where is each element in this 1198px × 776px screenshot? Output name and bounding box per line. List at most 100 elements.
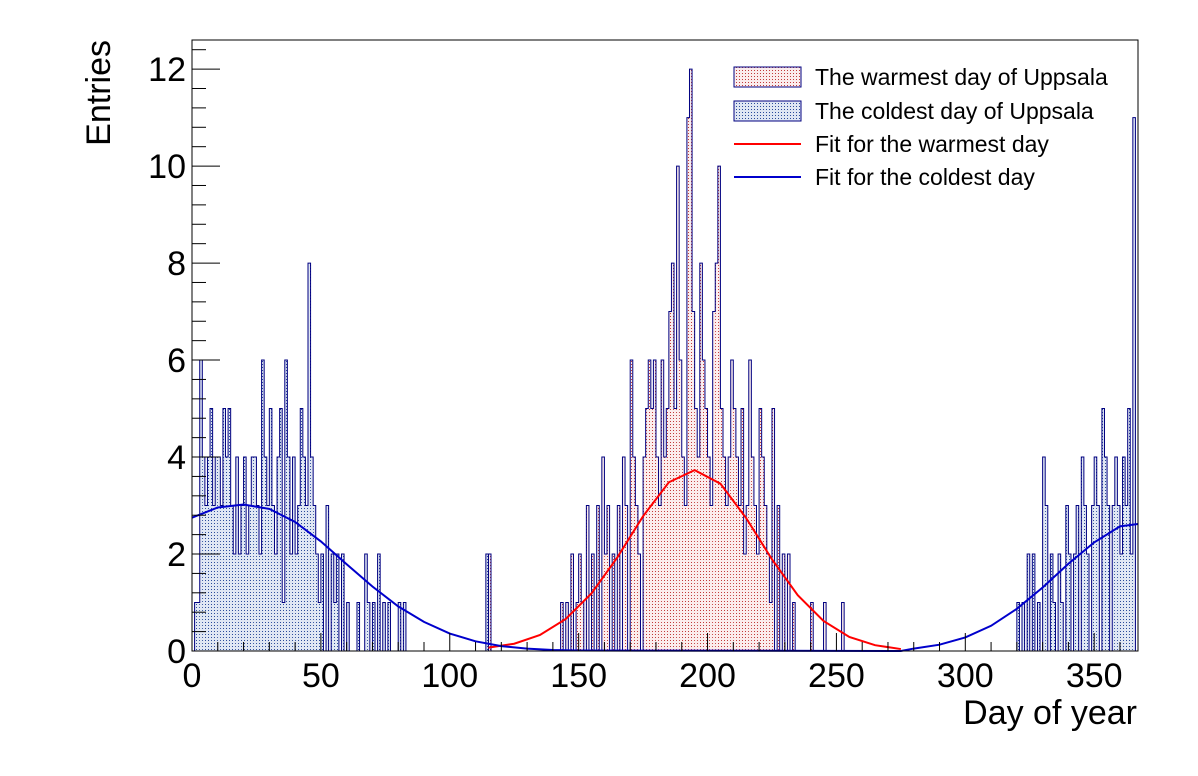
warmest-day-bin (777, 505, 780, 651)
warmest-day-bin (697, 457, 700, 651)
coldest-day-bin (485, 554, 489, 651)
coldest-day-bin (230, 505, 234, 651)
coldest-day-bin (279, 408, 283, 651)
warmest-day-bin (645, 408, 649, 651)
warmest-day-bin (643, 457, 646, 651)
coldest-day-bin (315, 554, 319, 651)
coldest-day-bin (1132, 117, 1136, 652)
x-tick-label: 350 (1066, 657, 1123, 695)
coldest-day-bin (356, 602, 360, 651)
warmest-day-bin (787, 554, 791, 651)
coldest-day-bin (382, 602, 386, 651)
coldest-day-bin (1094, 457, 1097, 651)
coldest-day-bin (1130, 554, 1133, 651)
coldest-day-bin (1045, 505, 1048, 651)
coldest-day-bin (1042, 457, 1046, 651)
x-tick-label: 0 (183, 657, 202, 695)
warmest-day-bin (707, 457, 711, 651)
coldest-day-bin (346, 602, 350, 651)
coldest-day-bin (320, 554, 324, 651)
warmest-day-bin (674, 408, 677, 651)
coldest-day-bin (266, 505, 270, 651)
x-tick-label: 100 (421, 657, 478, 695)
warmest-day-bin (578, 554, 582, 651)
coldest-day-bin (1114, 457, 1118, 651)
coldest-day-bin (248, 505, 252, 651)
warmest-day-bin (782, 554, 785, 651)
coldest-day-bin (300, 408, 303, 651)
coldest-day-bin (256, 505, 260, 651)
coldest-day-bin (1112, 505, 1115, 651)
coldest-day-bin (333, 602, 337, 651)
warmest-day-bin (699, 263, 703, 651)
warmest-day-bin (710, 505, 713, 651)
coldest-day-bin (204, 505, 208, 651)
coldest-day-bin (297, 505, 301, 651)
plot-frame (191, 39, 1139, 652)
y-axis-label: Entries (80, 40, 118, 146)
y-tick-label: 4 (167, 439, 186, 477)
legend-warmest-day-label: The warmest day of Uppsala (815, 64, 1108, 90)
coldest-day-bin (210, 408, 213, 651)
warmest-day-bin (560, 602, 564, 651)
coldest-day-bin (1086, 554, 1090, 651)
warmest-day-bin (702, 360, 705, 651)
warmest-day-bin (748, 360, 752, 651)
coldest-day-bin (1052, 602, 1056, 651)
coldest-day-bin (235, 457, 239, 651)
warmest-day-bin (681, 457, 685, 651)
warmest-day-bin (679, 360, 682, 651)
coldest-day-bin (1073, 554, 1077, 651)
warmest-day-bin (591, 554, 595, 651)
warmest-day-bin (607, 505, 610, 651)
warmest-day-bin (650, 408, 654, 651)
warmest-day-bin (725, 505, 729, 651)
warmest-day-bin (565, 602, 569, 651)
warmest-day-bin (751, 457, 754, 651)
warmest-day-bin (689, 69, 693, 652)
warmest-day-bin (841, 602, 845, 651)
coldest-day-bin (1065, 505, 1069, 651)
coldest-day-bin (305, 505, 308, 651)
coldest-day-bin (274, 554, 278, 651)
x-tick-label: 250 (808, 657, 865, 695)
legend: The warmest day of Uppsala The coldest da… (733, 64, 1108, 190)
coldest-day-bin (1076, 505, 1079, 651)
coldest-day-bin (246, 554, 249, 651)
coldest-day-bin (197, 602, 200, 651)
legend-coldest-fit-label: Fit for the coldest day (815, 164, 1035, 190)
axis-tick-labels: 0 50 100 150 200 250 300 350 0 2 4 6 8 10 12 (148, 51, 1122, 695)
warmest-day-bin (753, 505, 757, 651)
warmest-day-bin (617, 505, 620, 651)
warmest-day-bin (630, 360, 633, 651)
coldest-day-bin (1091, 505, 1095, 651)
coldest-day-bin (1119, 554, 1123, 651)
coldest-day-bin (269, 408, 272, 651)
legend-coldest-day-swatch (733, 100, 802, 122)
coldest-day-bin (212, 505, 216, 651)
coldest-day-bin (243, 457, 247, 651)
coldest-day-bin (310, 457, 314, 651)
coldest-day-bin (1032, 554, 1035, 651)
warmest-day-bin (823, 602, 827, 651)
y-tick-label: 2 (167, 536, 186, 574)
warmest-day-bin (733, 408, 736, 651)
warmest-day-bin (730, 360, 734, 651)
coldest-day-bin (271, 505, 275, 651)
coldest-day-bin (1117, 505, 1120, 651)
coldest-day-bin (1022, 602, 1025, 651)
warmest-day-bin (735, 457, 739, 651)
warmest-day-bin (728, 457, 731, 651)
coldest-day-bin (240, 505, 244, 651)
warmest-day-bin (666, 408, 669, 651)
warmest-day-bin (722, 457, 726, 651)
y-tick-label: 0 (167, 633, 186, 671)
warmest-day-bin (743, 554, 747, 651)
coldest-day-bin (282, 602, 285, 651)
warmest-day-bin (694, 408, 698, 651)
y-tick-label: 10 (148, 148, 186, 186)
warmest-day-bin (756, 554, 760, 651)
warmest-day-bin (671, 263, 675, 651)
warmest-day-bin (576, 602, 579, 651)
